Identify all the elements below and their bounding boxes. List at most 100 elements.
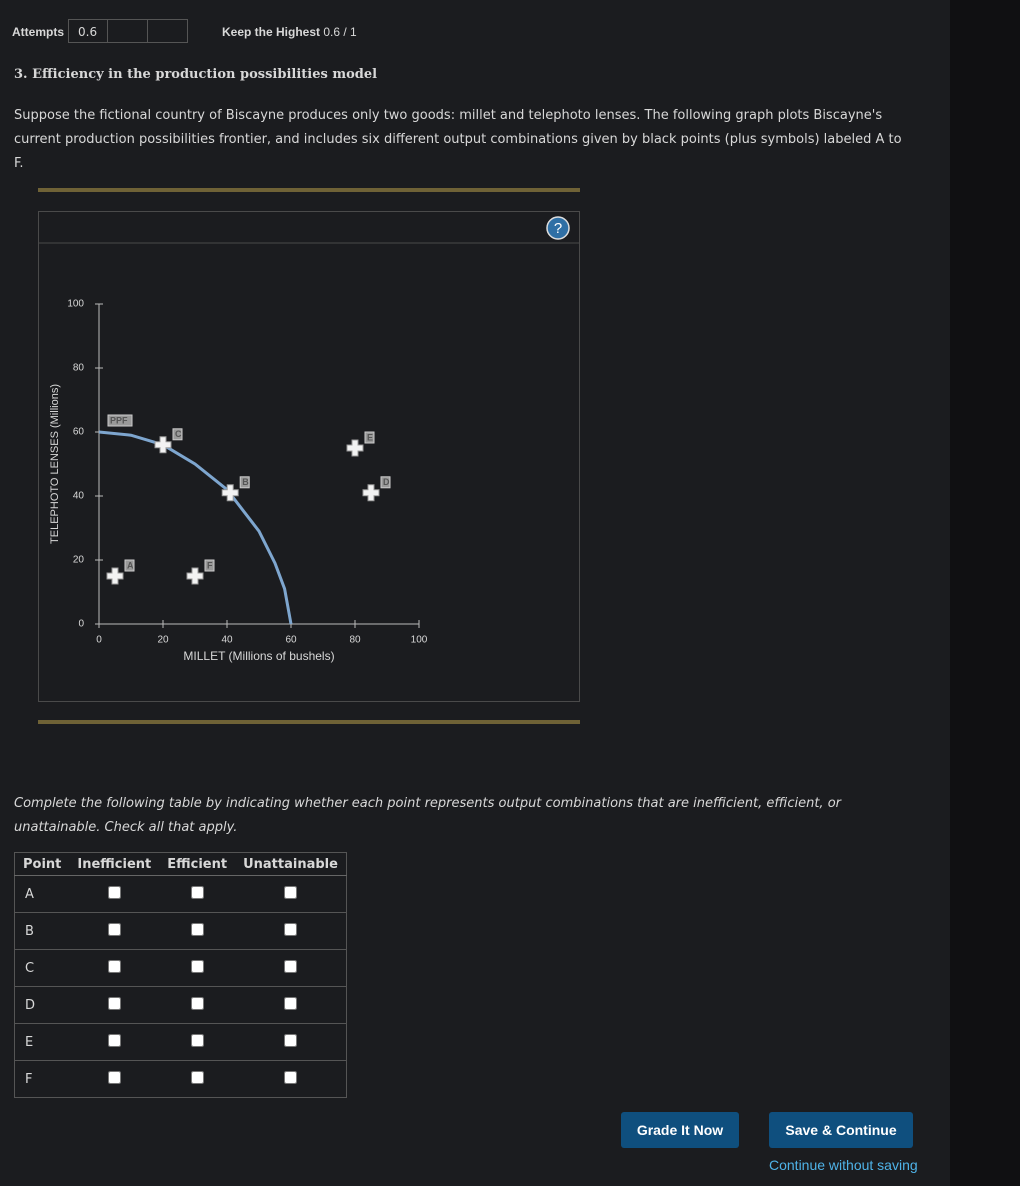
point-label: D [383,477,390,487]
point-marker [186,567,204,585]
checkbox[interactable] [190,885,204,899]
point-marker [106,567,124,585]
column-header: Point [14,852,70,876]
point-label-box [172,428,183,441]
check-cell [235,912,347,950]
attempt-box [107,19,148,43]
checkbox[interactable] [284,922,297,936]
score: 0.6 / 1 [323,25,357,39]
checkbox[interactable] [190,959,204,973]
point-label: B [242,477,249,487]
point-name: E [14,1023,70,1061]
instruction: Complete the following table by indicati… [14,796,841,835]
checkbox[interactable] [107,1033,121,1047]
point-label-box [239,476,250,489]
x-tick-label: 20 [157,635,169,646]
point-name: B [14,912,70,950]
x-tick-label: 100 [411,635,428,646]
check-cell [235,1060,347,1098]
y-tick-label: 80 [73,363,85,374]
check-cell [159,1060,236,1098]
help-button[interactable] [546,216,570,240]
checkbox[interactable] [107,959,121,973]
check-cell [235,949,347,987]
point-marker [346,439,364,457]
checkbox[interactable] [190,1070,204,1084]
check-cell [235,986,347,1024]
checkbox[interactable] [284,1070,297,1084]
checkbox[interactable] [107,1070,121,1084]
checkbox[interactable] [107,922,121,936]
point-label: A [127,560,134,570]
divider [38,188,580,192]
point-marker [221,484,239,502]
x-tick-label: 80 [349,635,361,646]
attempt-box [147,19,188,43]
x-tick-label: 0 [96,635,102,646]
checkbox[interactable] [190,1033,204,1047]
point-name: A [14,875,70,913]
table-row: D [14,986,347,1024]
chart: ? 0 20 40 60 80 100 0 20 40 60 80 100 MILLET (Millio… [38,211,580,702]
skip-link[interactable]: Continue without saving [769,1157,918,1173]
checkbox[interactable] [107,996,121,1010]
chart-frame [38,211,580,702]
checkbox[interactable] [284,885,297,899]
keep-label: Keep the Highest [222,25,321,39]
attempts-label: Attempts [12,25,65,39]
column-header: Efficient [159,852,236,876]
y-axis-label: TELEPHOTO LENSES (Millions) [49,384,61,544]
checkbox[interactable] [284,1033,297,1047]
table-row: A [14,875,347,913]
point-name: D [14,986,70,1024]
question-intro: Suppose the fictional country of Biscayn… [14,108,902,171]
point-label: F [207,560,213,570]
y-tick-label: 40 [73,491,85,502]
y-tick-label: 60 [73,427,85,438]
checkbox[interactable] [190,996,204,1010]
checkbox[interactable] [284,996,297,1010]
point-label: E [367,432,373,442]
y-tick-label: 20 [73,555,85,566]
point-label: C [175,429,182,439]
x-tick-label: 60 [285,635,297,646]
curve-label: PPF [110,415,128,425]
check-cell [235,875,347,913]
curve-label-box [107,414,133,427]
point-marker [154,436,172,454]
help-icon[interactable]: ? [554,220,562,237]
check-cell [69,1023,160,1061]
point-marker [362,484,380,502]
check-cell [159,875,236,913]
checkbox[interactable] [284,959,297,973]
grade-button[interactable]: Grade It Now [621,1112,739,1148]
checkbox[interactable] [190,922,204,936]
point-name: F [14,1060,70,1098]
table-row: C [14,949,347,987]
y-tick-label: 0 [78,619,84,630]
check-cell [159,949,236,987]
header-row: Point Inefficient Efficient Unattainable [14,852,347,876]
check-cell [159,986,236,1024]
check-cell [69,949,160,987]
point-label-box [124,559,135,572]
check-cell [235,1023,347,1061]
table-row: F [14,1060,347,1098]
check-cell [69,1060,160,1098]
check-cell [69,986,160,1024]
point-name: C [14,949,70,987]
divider [38,720,580,724]
attempts-value: 0.6 [68,19,108,43]
checkbox[interactable] [107,885,121,899]
save-button[interactable]: Save & Continue [769,1112,913,1148]
column-header: Unattainable [235,852,347,876]
side-strip [950,0,1020,1186]
x-tick-label: 40 [221,635,233,646]
check-cell [69,875,160,913]
check-cell [159,912,236,950]
check-cell [69,912,160,950]
table-row: E [14,1023,347,1061]
